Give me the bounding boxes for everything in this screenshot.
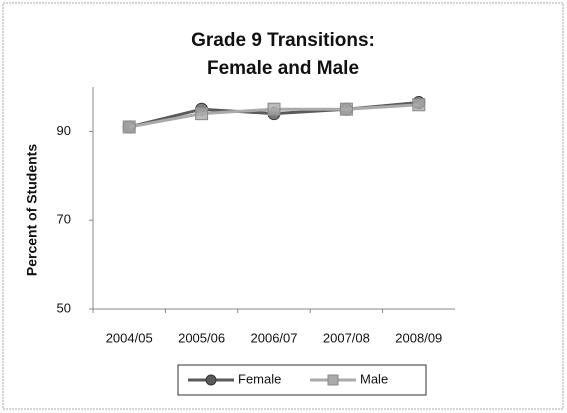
point-marker [339,102,353,116]
point-marker [412,98,426,112]
legend-marker [205,374,217,386]
y-tick-label: 70 [57,212,71,227]
x-tick-label: 2005/06 [178,330,225,345]
y-tick-label: 90 [57,123,71,138]
chart-title: Female and Male [207,58,359,79]
y-tick-label: 50 [57,300,71,315]
y-axis-title: Percent of Students [24,144,40,276]
point-marker [267,102,281,116]
point-marker [195,107,209,121]
x-tick-label: 2006/07 [251,330,298,345]
legend-label: Female [238,371,281,386]
x-tick-label: 2008/09 [395,330,442,345]
chart-title: Grade 9 Transitions: [191,30,375,51]
x-tick-label: 2004/05 [106,330,153,345]
legend-label: Male [360,371,388,386]
x-tick-label: 2007/08 [323,330,370,345]
legend-marker [327,374,339,386]
chart-border [2,2,564,410]
point-marker [122,120,136,134]
